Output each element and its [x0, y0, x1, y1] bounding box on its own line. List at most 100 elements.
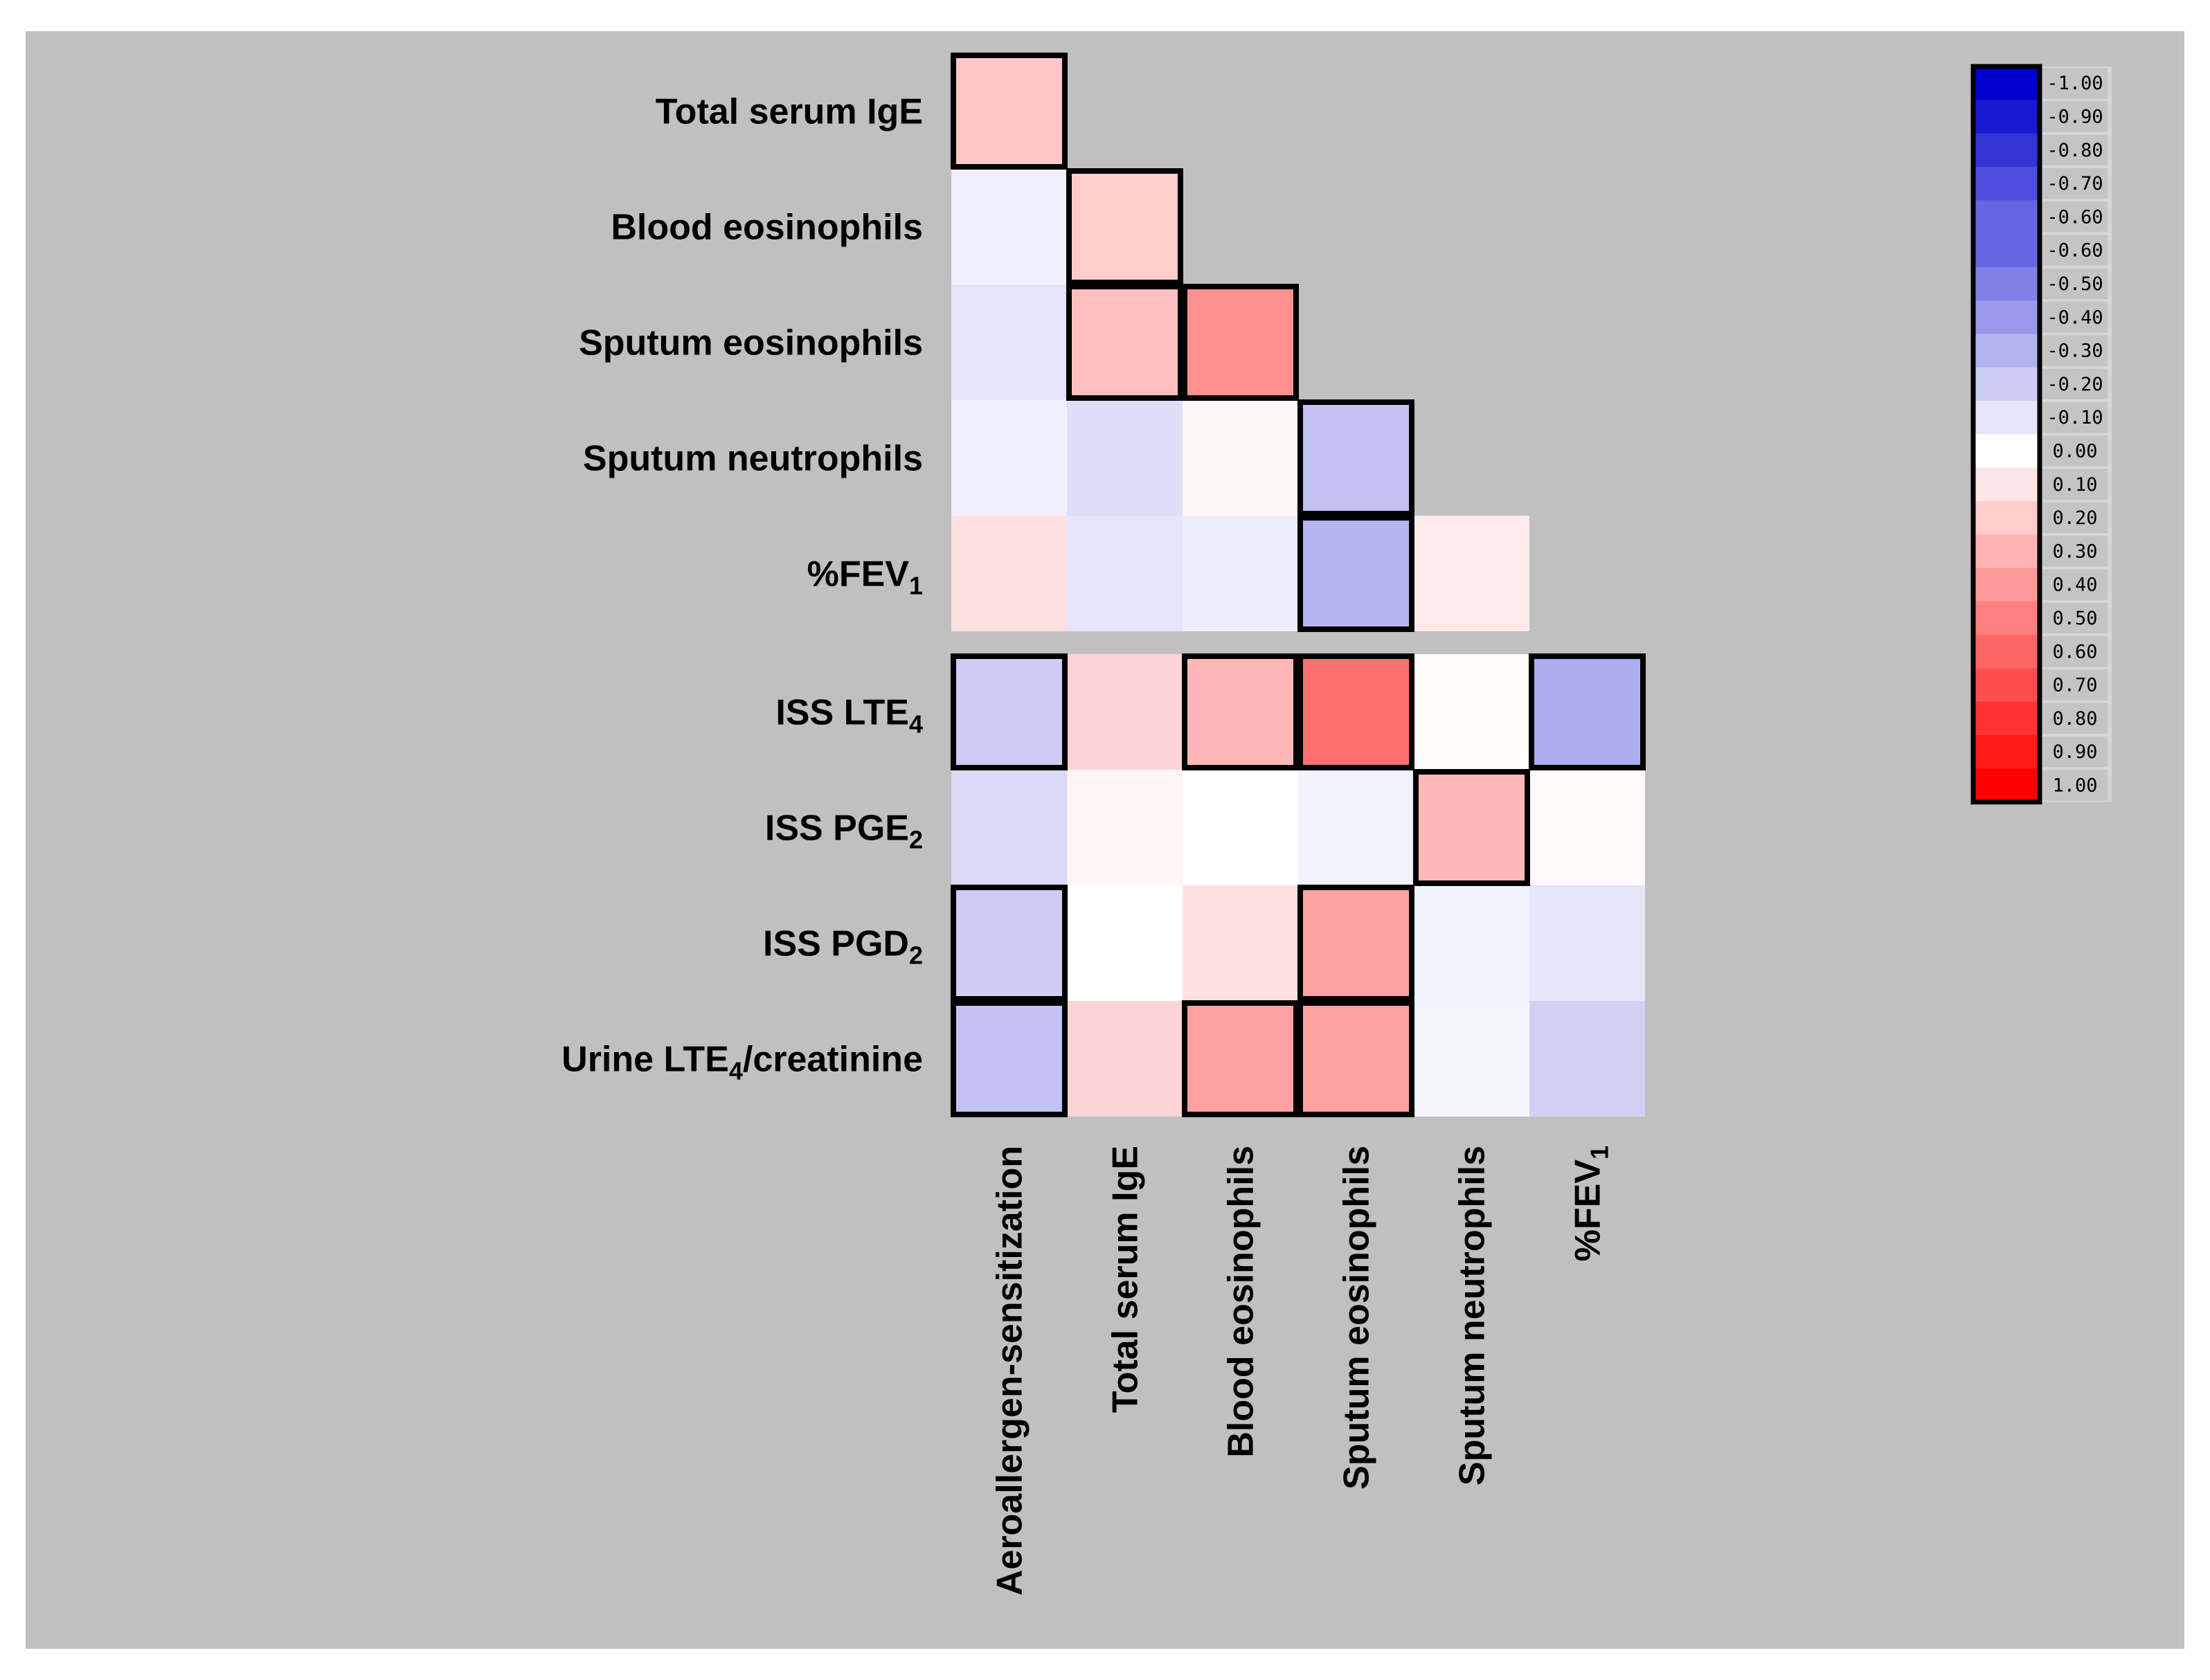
heatmap-cell: [951, 885, 1067, 1001]
label-subscript: 2: [909, 941, 923, 970]
significant-cell-border: [1297, 653, 1414, 770]
legend-swatch: [1973, 200, 2040, 234]
label-text: Urine LTE: [562, 1040, 729, 1080]
label-subscript: 2: [909, 826, 923, 854]
label-text: Blood eosinophils: [611, 208, 923, 248]
legend-swatch: [1973, 66, 2040, 100]
significant-cell-border: [1182, 284, 1299, 401]
label-text: Aeroallergen-sensitization: [990, 1146, 1030, 1596]
legend-label-bg: [2042, 335, 2108, 366]
label-text: Blood eosinophils: [1221, 1146, 1261, 1458]
legend-swatch: [1973, 500, 2040, 535]
legend-label: -0.50: [2047, 273, 2103, 295]
significant-cell-border: [1297, 515, 1414, 632]
legend-swatch: [1973, 735, 2040, 769]
significant-cell-border: [1182, 1000, 1299, 1117]
legend-border: [1970, 64, 2042, 805]
legend-label: 0.30: [2052, 541, 2097, 562]
legend-label-bg: [2042, 302, 2108, 333]
legend-label-bg: [2042, 569, 2108, 600]
heatmap-cell: [951, 53, 1067, 169]
heatmap-cell: [1067, 885, 1183, 1001]
column-label: Aeroallergen-sensitization: [990, 1146, 1030, 1596]
heatmap-cell: [1529, 1001, 1645, 1117]
color-legend: -1.00 -0.90 -0.80 -0.70 -0.60 -0.60 -0.50 -0.40…: [1970, 64, 2112, 805]
heatmap-cell: [1183, 516, 1298, 631]
legend-swatch: [1973, 367, 2040, 401]
row-label: Urine LTE4/creatinine: [562, 1040, 923, 1085]
heatmap-cell: [951, 654, 1067, 770]
heatmap-cell: [1183, 654, 1298, 770]
heatmap-cell: [1298, 654, 1414, 770]
legend-label-bg: [2042, 636, 2108, 667]
legend-label-bg: [2042, 703, 2108, 734]
heatmap-cell: [951, 169, 1067, 284]
significant-cell-border: [1529, 653, 1646, 770]
heatmap-cell: [951, 1001, 1067, 1117]
column-label: Sputum neutrophils: [1453, 1146, 1493, 1485]
heatmap-cell: [1298, 516, 1414, 631]
heatmap-cell: [1067, 1001, 1183, 1117]
legend-swatch: [1973, 668, 2040, 703]
label-text: Total serum IgE: [656, 92, 923, 132]
heatmap-cell: [1414, 885, 1529, 1001]
significant-cell-border: [951, 1000, 1068, 1117]
legend-label-bg: [2042, 168, 2108, 199]
legend-label-bg: [2042, 368, 2108, 399]
significance-borders: [951, 53, 1646, 1117]
heatmap-cell: [1183, 885, 1298, 1001]
heatmap-cell: [951, 400, 1067, 516]
label-text: ISS PGE: [765, 809, 909, 849]
legend-label-bg: [2042, 737, 2108, 768]
heatmap-cell: [951, 770, 1067, 885]
legend-label: -1.00: [2047, 73, 2103, 94]
heatmap-cell: [1067, 516, 1183, 631]
row-label: Sputum neutrophils: [583, 439, 923, 479]
heatmap-cell: [1067, 654, 1183, 770]
significant-cell-border: [1297, 399, 1414, 516]
label-tail: /creatinine: [743, 1040, 923, 1080]
heatmap-cell: [1529, 770, 1645, 885]
label-subscript: 1: [1585, 1146, 1614, 1159]
legend-swatch: [1973, 601, 2040, 635]
heatmap-cell: [1298, 770, 1414, 885]
column-label: %FEV1: [1568, 1146, 1614, 1261]
heatmap-cell: [1067, 770, 1183, 885]
row-label: ISS LTE4: [775, 693, 923, 739]
heatmap-cell: [1183, 400, 1298, 516]
legend-label-bg: [2042, 68, 2108, 99]
legend-swatch: [1973, 534, 2040, 568]
legend-swatch: [1973, 267, 2040, 301]
legend-swatch: [1973, 133, 2040, 168]
legend-label-bg: [2042, 602, 2108, 634]
heatmap-cell: [1067, 400, 1183, 516]
legend-label: -0.20: [2047, 374, 2103, 395]
heatmap-cells: [951, 53, 1645, 1117]
row-label: ISS PGD2: [763, 924, 923, 970]
legend-label-bg: [2042, 469, 2108, 500]
legend-swatch: [1973, 635, 2040, 669]
legend-label-bg: [2042, 669, 2108, 701]
heatmap-cell: [1298, 885, 1414, 1001]
legend-label-bg: [2042, 402, 2108, 433]
label-text: %FEV: [1568, 1159, 1608, 1262]
label-text: Sputum eosinophils: [1337, 1146, 1377, 1490]
legend-label: -0.40: [2047, 307, 2103, 328]
column-label: Blood eosinophils: [1221, 1146, 1261, 1458]
significant-cell-border: [1297, 885, 1414, 1002]
label-subscript: 1: [909, 572, 923, 600]
heatmap-cell: [951, 516, 1067, 631]
legend-label: 0.90: [2052, 741, 2097, 763]
legend-label: -0.60: [2047, 240, 2103, 262]
legend-label-bg: [2042, 502, 2108, 534]
significant-cell-border: [1413, 769, 1530, 886]
significant-cell-border: [1297, 1000, 1414, 1117]
row-label: Sputum eosinophils: [579, 323, 923, 363]
legend-label: 0.00: [2052, 440, 2097, 462]
significant-cell-border: [1066, 168, 1183, 285]
label-text: Sputum eosinophils: [579, 323, 923, 363]
legend-label-bg: [2042, 101, 2108, 132]
significant-cell-border: [1182, 653, 1299, 770]
heatmap-cell: [1414, 1001, 1529, 1117]
label-subscript: 4: [729, 1057, 743, 1085]
